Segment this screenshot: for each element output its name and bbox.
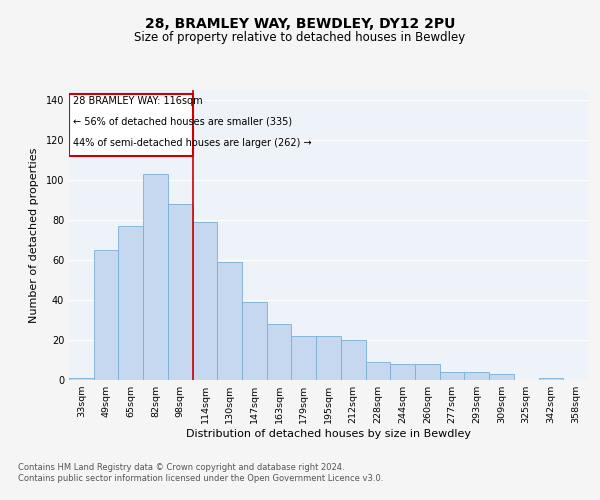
- Bar: [440, 372, 464, 380]
- X-axis label: Distribution of detached houses by size in Bewdley: Distribution of detached houses by size …: [186, 429, 471, 439]
- Text: ← 56% of detached houses are smaller (335): ← 56% of detached houses are smaller (33…: [73, 117, 292, 127]
- Bar: [217, 262, 242, 380]
- Bar: [292, 336, 316, 380]
- Text: Contains HM Land Registry data © Crown copyright and database right 2024.: Contains HM Land Registry data © Crown c…: [18, 462, 344, 471]
- Bar: [94, 250, 118, 380]
- Bar: [316, 336, 341, 380]
- Bar: [267, 324, 292, 380]
- Bar: [415, 364, 440, 380]
- Bar: [341, 340, 365, 380]
- Y-axis label: Number of detached properties: Number of detached properties: [29, 148, 38, 322]
- Bar: [168, 204, 193, 380]
- Bar: [143, 174, 168, 380]
- Bar: [489, 374, 514, 380]
- Text: 28, BRAMLEY WAY, BEWDLEY, DY12 2PU: 28, BRAMLEY WAY, BEWDLEY, DY12 2PU: [145, 18, 455, 32]
- Bar: [390, 364, 415, 380]
- Bar: [464, 372, 489, 380]
- Bar: [118, 226, 143, 380]
- Bar: [365, 362, 390, 380]
- Bar: [69, 94, 193, 156]
- Bar: [539, 378, 563, 380]
- Bar: [193, 222, 217, 380]
- Text: Contains public sector information licensed under the Open Government Licence v3: Contains public sector information licen…: [18, 474, 383, 483]
- Text: 28 BRAMLEY WAY: 116sqm: 28 BRAMLEY WAY: 116sqm: [73, 96, 202, 106]
- Bar: [69, 378, 94, 380]
- Text: Size of property relative to detached houses in Bewdley: Size of property relative to detached ho…: [134, 31, 466, 44]
- Bar: [242, 302, 267, 380]
- Text: 44% of semi-detached houses are larger (262) →: 44% of semi-detached houses are larger (…: [73, 138, 311, 148]
